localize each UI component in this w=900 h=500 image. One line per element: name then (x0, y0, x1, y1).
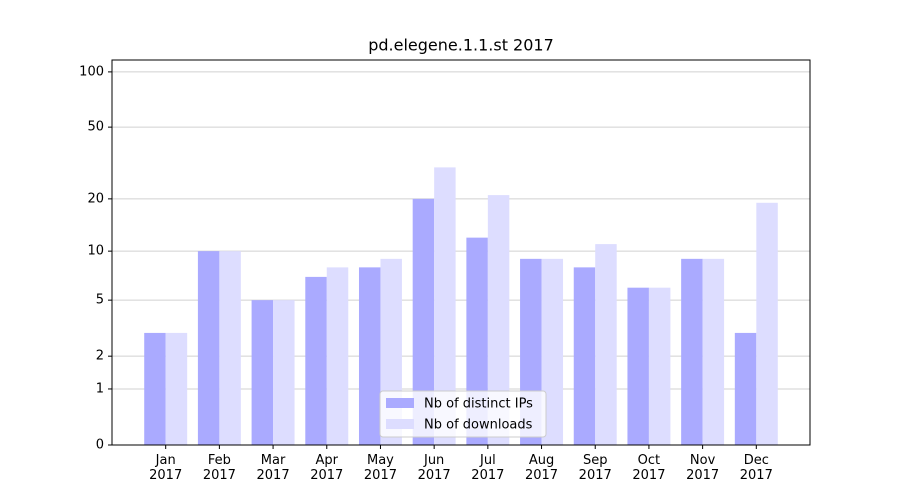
y-tick-label: 1 (96, 381, 104, 396)
y-tick-label: 10 (87, 244, 104, 259)
bar (305, 276, 327, 445)
x-tick-label: Jun 2017 (417, 453, 451, 483)
bar (197, 251, 220, 445)
y-tick-label: 2 (96, 349, 104, 364)
y-tick-label: 5 (96, 293, 104, 308)
bar (251, 300, 274, 445)
x-tick-label: Jan 2017 (149, 453, 183, 483)
legend-swatch (386, 419, 414, 429)
y-tick-label: 100 (79, 64, 104, 79)
x-tick-label: Aug 2017 (524, 453, 559, 483)
bar (326, 267, 349, 445)
legend: Nb of distinct IPs Nb of downloads (379, 390, 547, 438)
y-tick-label: 50 (87, 120, 104, 135)
x-tick-label: Apr 2017 (310, 453, 344, 483)
y-tick-label: 20 (87, 191, 104, 206)
bar (681, 258, 703, 445)
x-tick-label: Mar 2017 (256, 453, 290, 483)
legend-label: Nb of distinct IPs (424, 397, 533, 412)
bar (487, 195, 510, 445)
x-tick-label: May 2017 (363, 453, 397, 483)
bar (144, 332, 166, 445)
y-tick-label: 0 (96, 438, 104, 453)
bar (595, 244, 617, 445)
x-tick-label: Oct 2017 (632, 453, 666, 483)
bar (702, 258, 725, 445)
bar (573, 267, 596, 445)
x-tick-label: Sep 2017 (578, 453, 612, 483)
bar (219, 251, 241, 445)
legend-label: Nb of downloads (424, 418, 533, 433)
x-tick-label: Dec 2017 (739, 453, 773, 483)
legend-swatch (386, 398, 414, 408)
x-tick-label: Jul 2017 (471, 453, 505, 483)
bar (358, 267, 381, 445)
legend-frame (379, 390, 547, 438)
x-tick-label: Nov 2017 (686, 453, 720, 483)
x-tick-label: Feb 2017 (202, 453, 236, 483)
bar (165, 332, 188, 445)
bar (648, 287, 671, 445)
plot-frame (111, 59, 811, 446)
bar (541, 258, 564, 445)
bar (412, 198, 435, 445)
bar (273, 300, 295, 445)
bar (756, 202, 778, 445)
chart-title: pd.elegene.1.1.st 2017 (368, 36, 554, 55)
bar (434, 167, 456, 446)
bar (734, 332, 757, 445)
bar (627, 287, 649, 445)
